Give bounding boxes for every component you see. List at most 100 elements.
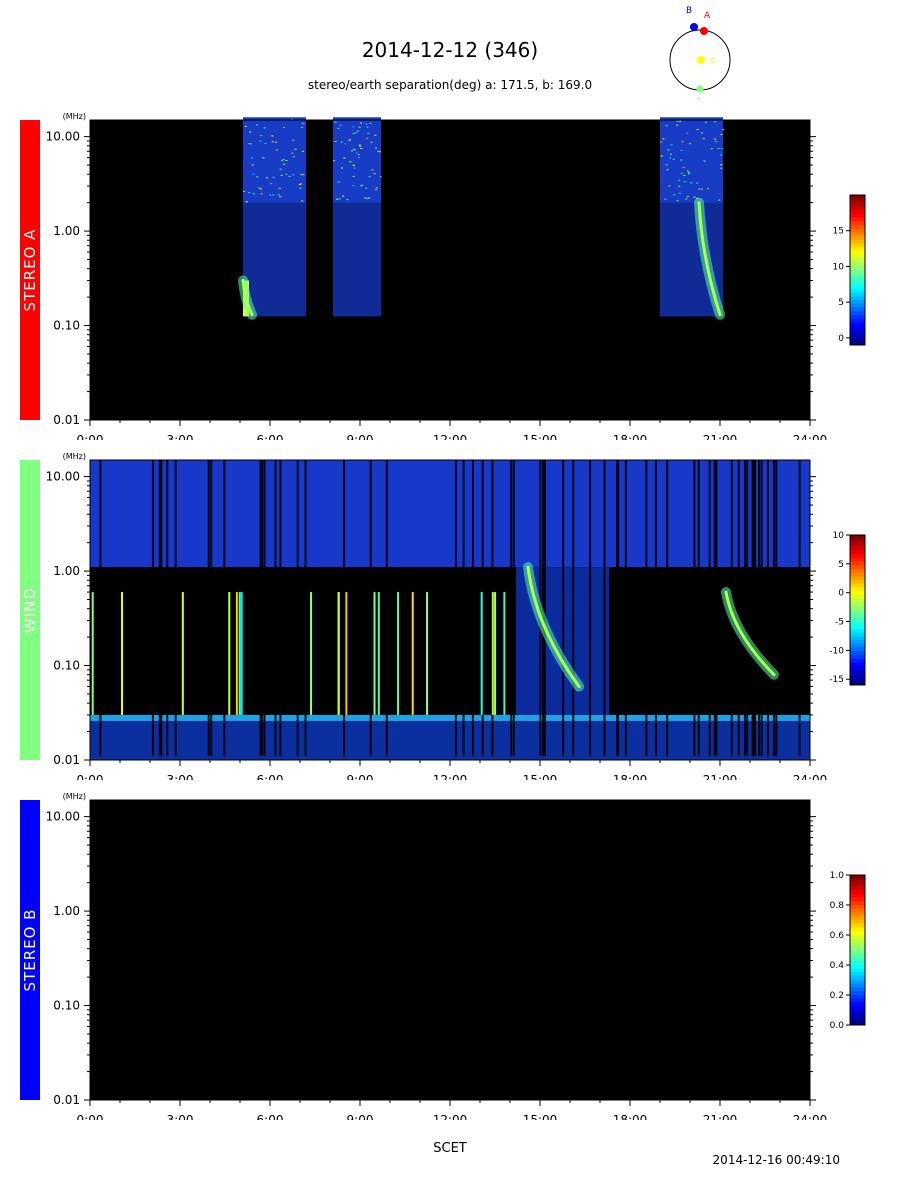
noise-pixel <box>348 139 351 141</box>
burst-streak <box>235 592 238 715</box>
colorbar-step <box>850 243 865 248</box>
colorbar-tick-label: 0.2 <box>830 991 844 1001</box>
noise-pixel <box>679 120 682 122</box>
noise-pixel <box>279 168 282 170</box>
data-gap-stripe <box>454 460 457 757</box>
colorbar-step <box>850 225 865 230</box>
noise-pixel <box>340 141 343 143</box>
colorbar-step <box>850 666 865 671</box>
noise-pixel <box>299 183 302 185</box>
noise-pixel <box>688 173 691 175</box>
x-tick-label: 18:00 <box>613 433 648 440</box>
colorbar-step <box>850 901 865 906</box>
colorbar-step <box>850 277 865 282</box>
x-tick-label: 24:00 <box>793 773 828 780</box>
colorbar-step <box>850 890 865 895</box>
data-gap-stripe <box>562 460 565 757</box>
noise-pixel <box>333 160 336 162</box>
colorbar-step <box>850 905 865 910</box>
noise-pixel <box>260 135 263 137</box>
noise-pixel <box>248 191 251 193</box>
noise-pixel <box>682 167 685 169</box>
colorbar-step <box>850 681 865 686</box>
x-tick-label: 9:00 <box>347 773 374 780</box>
noise-pixel <box>337 181 340 183</box>
noise-pixel <box>292 156 295 158</box>
colorbar-step <box>850 1010 865 1015</box>
colorbar-tick-label: 0 <box>838 589 844 599</box>
colorbar-tick-label: 0.6 <box>830 931 845 941</box>
type-iii-burst <box>241 278 254 317</box>
burst-streak <box>411 592 414 715</box>
x-axis-label: SCET <box>433 1141 467 1156</box>
colorbar-step <box>850 998 865 1003</box>
noise-pixel <box>669 157 672 159</box>
noise-pixel <box>277 194 280 196</box>
data-gap-stripe <box>279 460 282 757</box>
noise-pixel <box>263 127 266 129</box>
noise-pixel <box>368 176 371 178</box>
data-gap-stripe <box>645 460 648 757</box>
colorbar-step <box>850 217 865 222</box>
data-gap-stripe <box>760 460 763 757</box>
data-gap-stripe <box>737 460 740 757</box>
noise-pixel <box>686 170 689 172</box>
data-gap-stripe <box>263 460 266 757</box>
noise-pixel <box>690 182 693 184</box>
data-gap-stripe <box>775 460 778 757</box>
noise-pixel <box>686 132 689 134</box>
noise-pixel <box>352 133 355 135</box>
type-iii-burst <box>697 201 722 317</box>
colorbar-step <box>850 258 865 263</box>
noise-pixel <box>300 174 303 176</box>
noise-pixel <box>673 194 676 196</box>
noise-pixel <box>355 152 358 154</box>
burst-streak <box>494 592 497 715</box>
colorbar-step <box>850 546 865 551</box>
noise-pixel <box>688 172 691 174</box>
colorbar-step <box>850 942 865 947</box>
y-tick-label: 0.01 <box>53 753 80 767</box>
noise-pixel <box>703 160 706 162</box>
spectrogram-data <box>90 460 810 760</box>
colorbar-step <box>850 628 865 633</box>
noise-pixel <box>344 143 347 145</box>
colorbar-step <box>850 610 865 615</box>
noise-pixel <box>272 176 275 178</box>
colorbar-step <box>850 621 865 626</box>
noise-pixel <box>285 173 288 175</box>
noise-pixel <box>352 175 355 177</box>
burst-streak <box>337 592 340 715</box>
colorbar-tick-label: 0.8 <box>830 901 845 911</box>
type-iii-burst <box>526 565 581 688</box>
stereo-b-spectrogram: 0:00 3:00 6:00 9:00 12:00 15:00 18:00 21:00 24:0… <box>46 792 866 1120</box>
colorbar-step <box>850 228 865 233</box>
data-gap-stripe <box>616 460 619 757</box>
colorbar-step <box>850 946 865 951</box>
colorbar-frame <box>849 194 866 346</box>
x-tick-label: 3:00 <box>167 773 194 780</box>
x-tick-label: 24:00 <box>793 433 828 440</box>
noise-pixel <box>301 122 304 124</box>
plasma-line <box>90 714 810 721</box>
colorbar-step <box>850 950 865 955</box>
stereo-b-label: B <box>686 6 692 16</box>
noise-pixel <box>280 174 283 176</box>
data-gap-stripe <box>693 460 696 757</box>
colorbar-step <box>850 647 865 652</box>
noise-pixel <box>291 152 294 154</box>
noise-pixel <box>301 200 304 202</box>
x-tick-label: 6:00 <box>257 1113 284 1120</box>
noise-pixel <box>678 179 681 181</box>
colorbar-step <box>850 1002 865 1007</box>
colorbar-step <box>850 957 865 962</box>
noise-pixel <box>358 144 361 146</box>
colorbar-step <box>850 878 865 883</box>
data-gap-stripe <box>261 460 264 757</box>
colorbar-step <box>850 337 865 342</box>
noise-pixel <box>339 124 342 126</box>
colorbar-step <box>850 568 865 573</box>
noise-pixel <box>680 149 683 151</box>
noise-pixel <box>666 169 669 171</box>
noise-pixel <box>357 156 360 158</box>
